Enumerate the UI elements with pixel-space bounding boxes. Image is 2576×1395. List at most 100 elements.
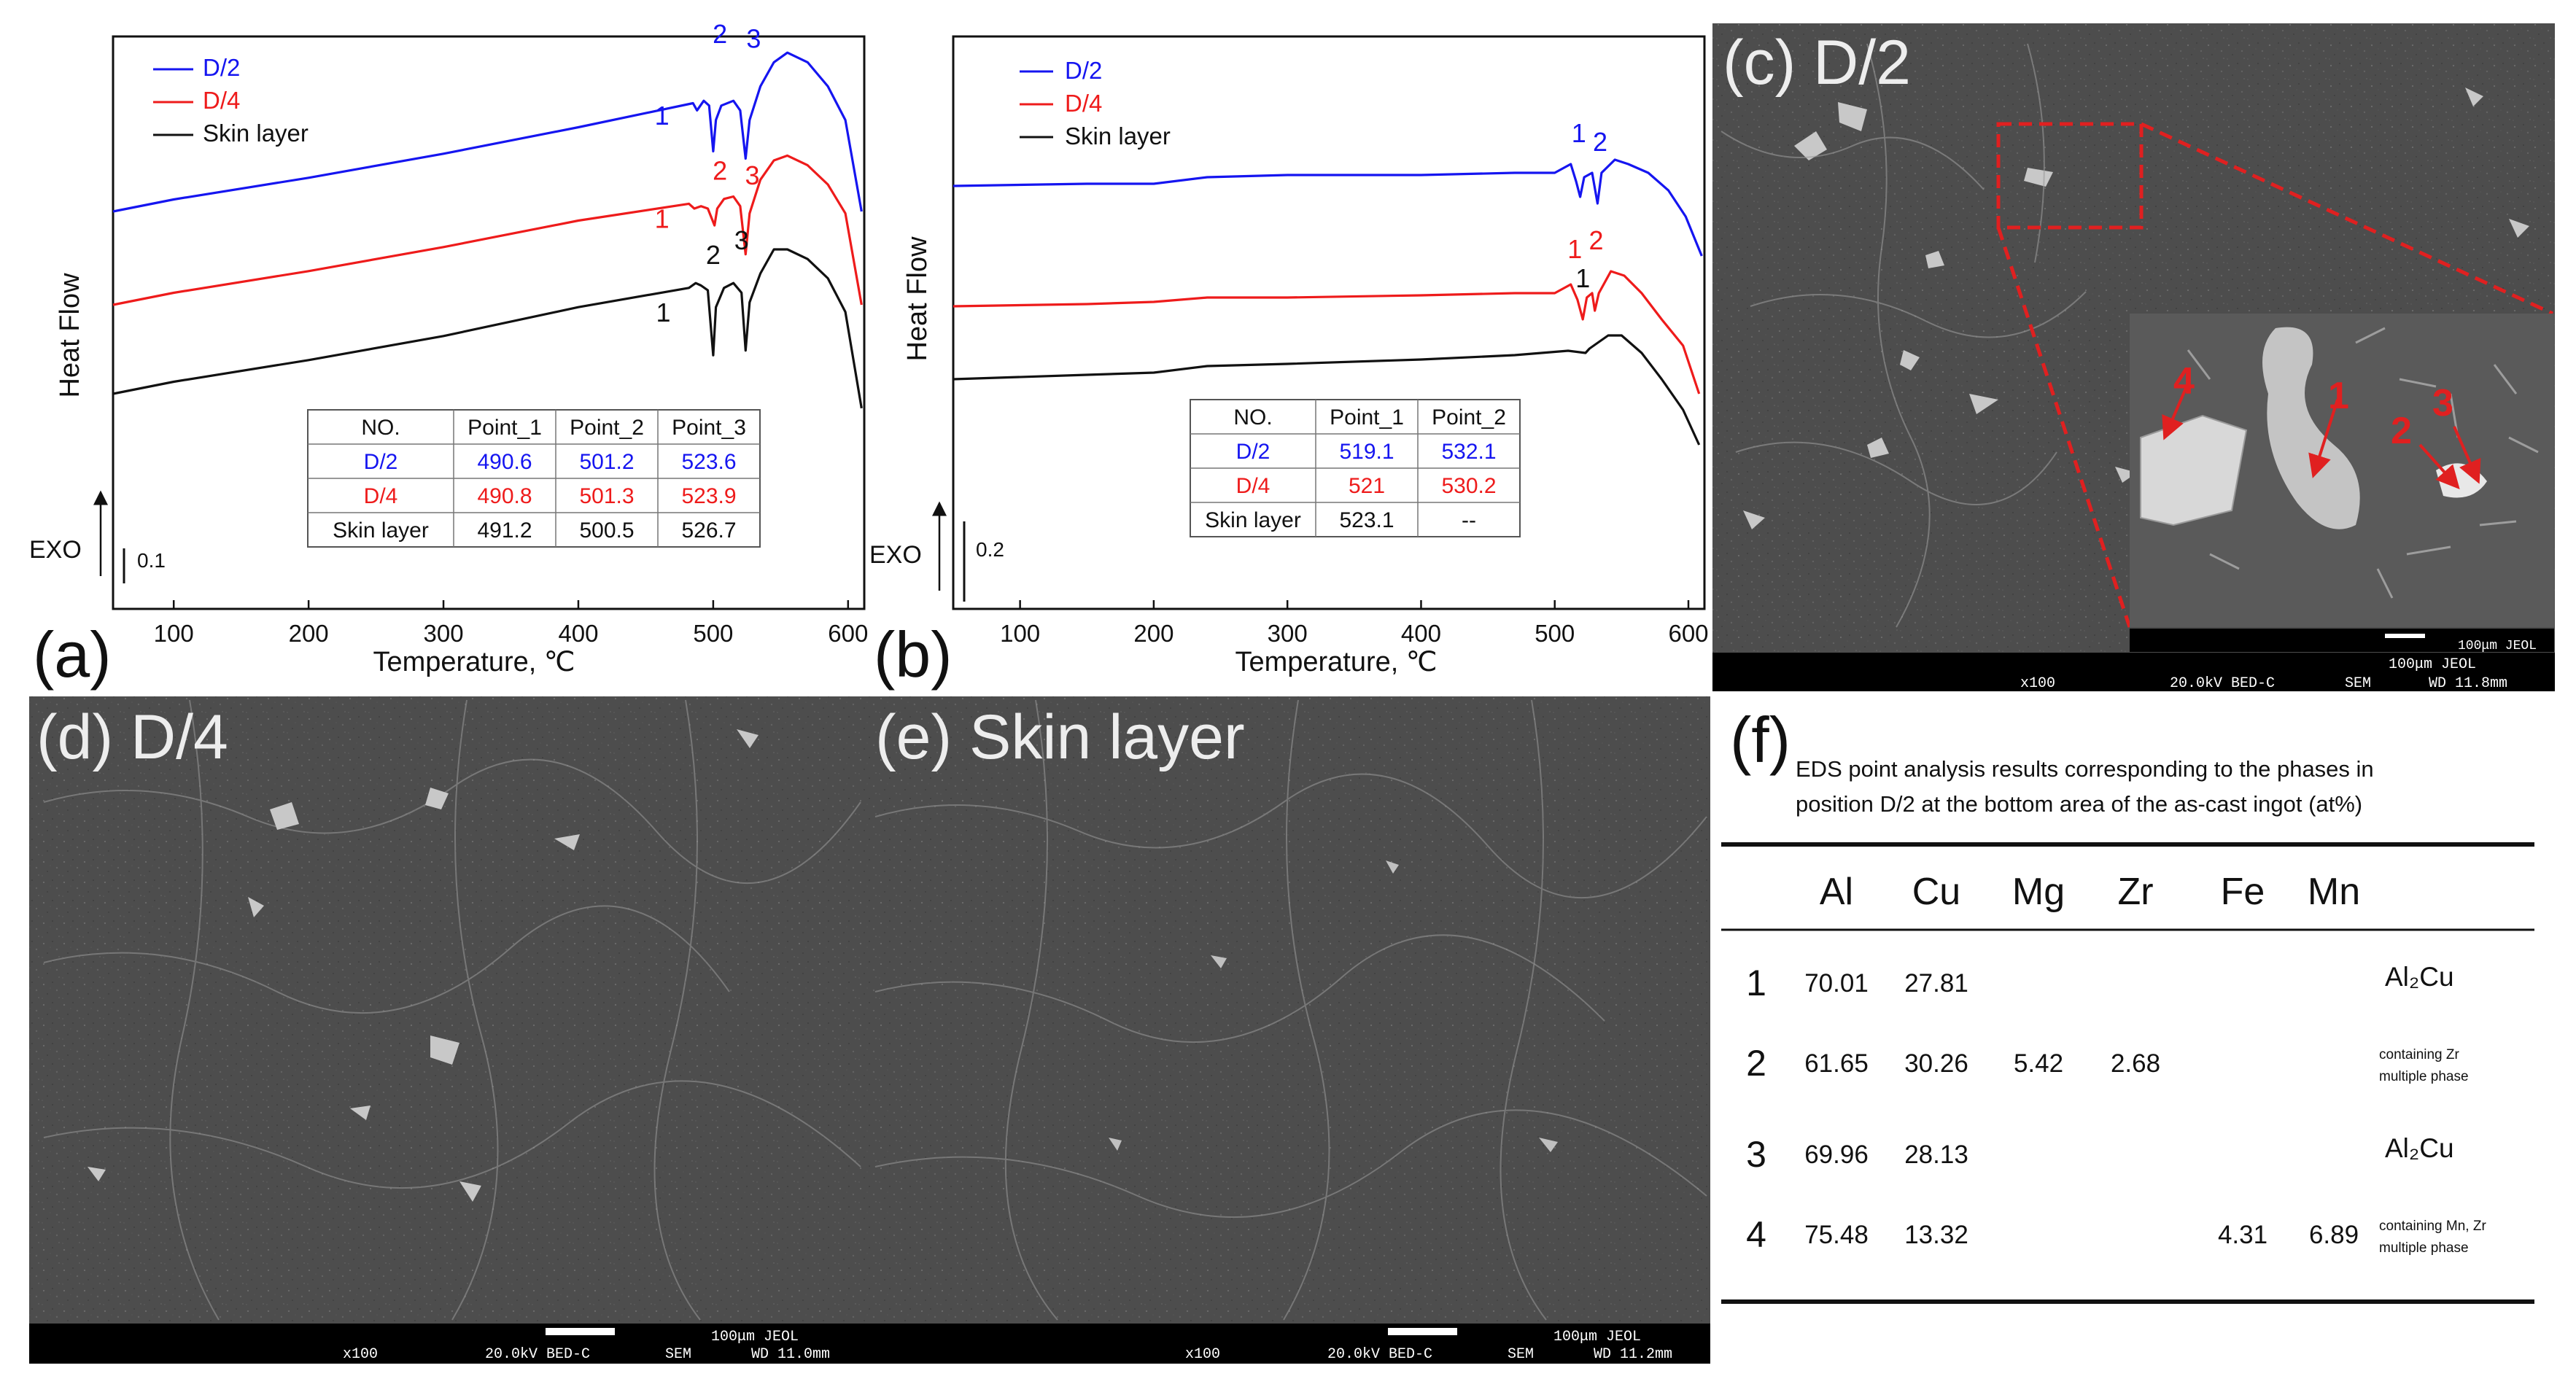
- x-tick-label-a-4: 500: [693, 620, 733, 647]
- eds-row-no-1: 2: [1746, 1043, 1766, 1084]
- peak-label-a-2-2: 3: [734, 225, 749, 255]
- zoom-line-bottom: [1996, 227, 2132, 628]
- eds-caption-line1: EDS point analysis results corresponding…: [1796, 756, 2374, 782]
- table-cell-b-2-1: --: [1462, 508, 1476, 532]
- sem-kv-c: 20.0kV BED-C: [2170, 675, 2275, 692]
- sem-mode-c: SEM: [2345, 675, 2371, 692]
- series-group-b: 1 21 21: [953, 118, 1703, 446]
- x-axis-label-a: Temperature, ℃: [373, 647, 575, 677]
- sem-infobar-d: [29, 1324, 868, 1364]
- sem-scale-label-d: 100μm JEOL: [711, 1329, 799, 1345]
- sem-mode-e: SEM: [1508, 1346, 1534, 1363]
- legend-b: D/2 D/4 Skin layer: [1020, 57, 1171, 149]
- dsc-chart-b: 100 200 300 400 500 600 1 21 21 D/2 D/4 Skin la…: [869, 35, 1709, 691]
- sem-image-c: 100μm JEOL 1 2 3 4 (c) D/2 100μm JEOL x1…: [1712, 23, 2555, 692]
- table-rowname-b-0: D/2: [1236, 440, 1270, 464]
- eds-cell-3-4: 4.31: [2218, 1221, 2267, 1249]
- panel-label-a: (a): [33, 618, 112, 691]
- x-tick-label-a-1: 200: [289, 620, 329, 647]
- sem-title-c: (c) D/2: [1723, 28, 1911, 98]
- eds-phase-0: Al₂Cu: [2385, 962, 2454, 992]
- peak-label-b-0-0: 1: [1572, 118, 1586, 148]
- grain-boundaries-c: [1720, 43, 2087, 628]
- peak-label-a-0-0: 1: [655, 101, 670, 131]
- series-line-b-1: [953, 270, 1701, 395]
- eds-row-no-0: 1: [1746, 963, 1766, 1003]
- sem-mode-d: SEM: [665, 1346, 691, 1363]
- dsc-chart-a: 100 200 300 400 500 600 12 312 312 3 D/2 D/4 Ski…: [29, 19, 868, 691]
- eds-row-no-3: 4: [1746, 1214, 1766, 1255]
- inset-needles: [2187, 327, 2539, 599]
- point-arrow-2: [2418, 443, 2460, 489]
- eds-table: (f) EDS point analysis results correspon…: [1721, 704, 2534, 1304]
- eds-col-header-4: Fe: [2221, 871, 2265, 913]
- series-line-b-2: [953, 334, 1701, 446]
- peak-label-a-1-1: 2: [713, 155, 727, 185]
- eds-col-header-5: Mn: [2308, 871, 2360, 913]
- eds-col-header-3: Zr: [2117, 871, 2153, 913]
- eds-cell-2-1: 28.13: [1904, 1141, 1968, 1169]
- grain-boundaries-e: [874, 699, 1707, 1321]
- plot-frame-b: [952, 35, 1706, 610]
- table-cell-b-0-1: 532.1: [1441, 440, 1496, 464]
- peak-label-b-2-0: 1: [1575, 263, 1590, 293]
- sem-background-d: [29, 696, 868, 1324]
- point-label-3: 3: [2432, 382, 2453, 424]
- sem-background-e: [868, 696, 1710, 1324]
- legend-a: D/2 D/4 Skin layer: [153, 54, 309, 147]
- secondary-phases-d: [88, 729, 759, 1202]
- table-header-a-2: Point_2: [570, 416, 644, 440]
- legend-label-d4-a: D/4: [203, 87, 240, 114]
- legend-label-skin-b: Skin layer: [1065, 123, 1171, 149]
- peak-label-a-0-2: 3: [746, 24, 761, 54]
- sem-kv-d: 20.0kV BED-C: [485, 1346, 590, 1363]
- scale-label-a: 0.1: [137, 549, 166, 572]
- sem-infobar-e: [868, 1324, 1710, 1364]
- peak-label-b-0-1: 2: [1593, 127, 1607, 157]
- table-rowname-a-2: Skin layer: [333, 518, 429, 543]
- inset-scale-label: 100μm JEOL: [2458, 639, 2537, 653]
- eds-phase-1-0: containing Zr: [2379, 1047, 2460, 1062]
- eds-col-header-0: Al: [1820, 871, 1853, 913]
- eds-cell-0-0: 70.01: [1804, 969, 1869, 998]
- series-line-b-0: [953, 158, 1703, 257]
- eds-cell-1-1: 30.26: [1904, 1049, 1968, 1078]
- table-header-b-1: Point_1: [1330, 405, 1404, 430]
- series-line-a-1: [112, 154, 863, 306]
- eds-cell-3-5: 6.89: [2309, 1221, 2359, 1249]
- eds-phase-2: Al₂Cu: [2385, 1133, 2454, 1163]
- inset-scale-bar: [2130, 629, 2554, 652]
- table-cell-a-2-2: 526.7: [681, 518, 736, 543]
- series-line-a-0: [112, 51, 863, 213]
- eds-cell-1-2: 5.42: [2014, 1049, 2063, 1078]
- x-tick-label-b-1: 200: [1133, 620, 1173, 647]
- table-header-a-0: NO.: [361, 416, 400, 440]
- eds-cell-1-3: 2.68: [2111, 1049, 2160, 1078]
- panel-label-b: (b): [874, 618, 953, 691]
- peak-label-a-1-2: 3: [745, 160, 760, 190]
- zoom-line-top: [2140, 122, 2554, 316]
- eds-phase-3-0: containing Mn, Zr: [2379, 1219, 2486, 1234]
- table-cell-b-0-0: 519.1: [1339, 440, 1394, 464]
- table-rowname-b-2: Skin layer: [1205, 508, 1301, 532]
- table-cell-a-0-0: 490.6: [477, 450, 532, 474]
- point-arrow-3: [2453, 426, 2481, 484]
- table-cell-a-1-0: 490.8: [477, 484, 532, 508]
- legend-label-d4-b: D/4: [1065, 90, 1102, 117]
- x-tick-label-a-5: 600: [828, 620, 868, 647]
- table-cell-a-1-2: 523.9: [681, 484, 736, 508]
- x-tick-label-a-0: 100: [154, 620, 194, 647]
- eds-row-no-2: 3: [1746, 1134, 1766, 1175]
- x-tick-label-a-3: 400: [558, 620, 598, 647]
- eds-cell-1-0: 61.65: [1804, 1049, 1869, 1078]
- sem-infobar-c: [1712, 653, 2555, 691]
- point-label-1: 1: [2328, 375, 2349, 417]
- point-arrow-1: [2308, 399, 2339, 478]
- grain-boundaries-d: [43, 699, 861, 1321]
- table-cell-a-2-1: 500.5: [579, 518, 634, 543]
- table-cell-a-1-1: 501.3: [579, 484, 634, 508]
- sem-wd-c: WD 11.8mm: [2429, 675, 2507, 692]
- eds-phase-1-1: multiple phase: [2379, 1069, 2469, 1084]
- table-header-a-3: Point_3: [672, 416, 746, 440]
- sem-mag-d: x100: [343, 1346, 378, 1363]
